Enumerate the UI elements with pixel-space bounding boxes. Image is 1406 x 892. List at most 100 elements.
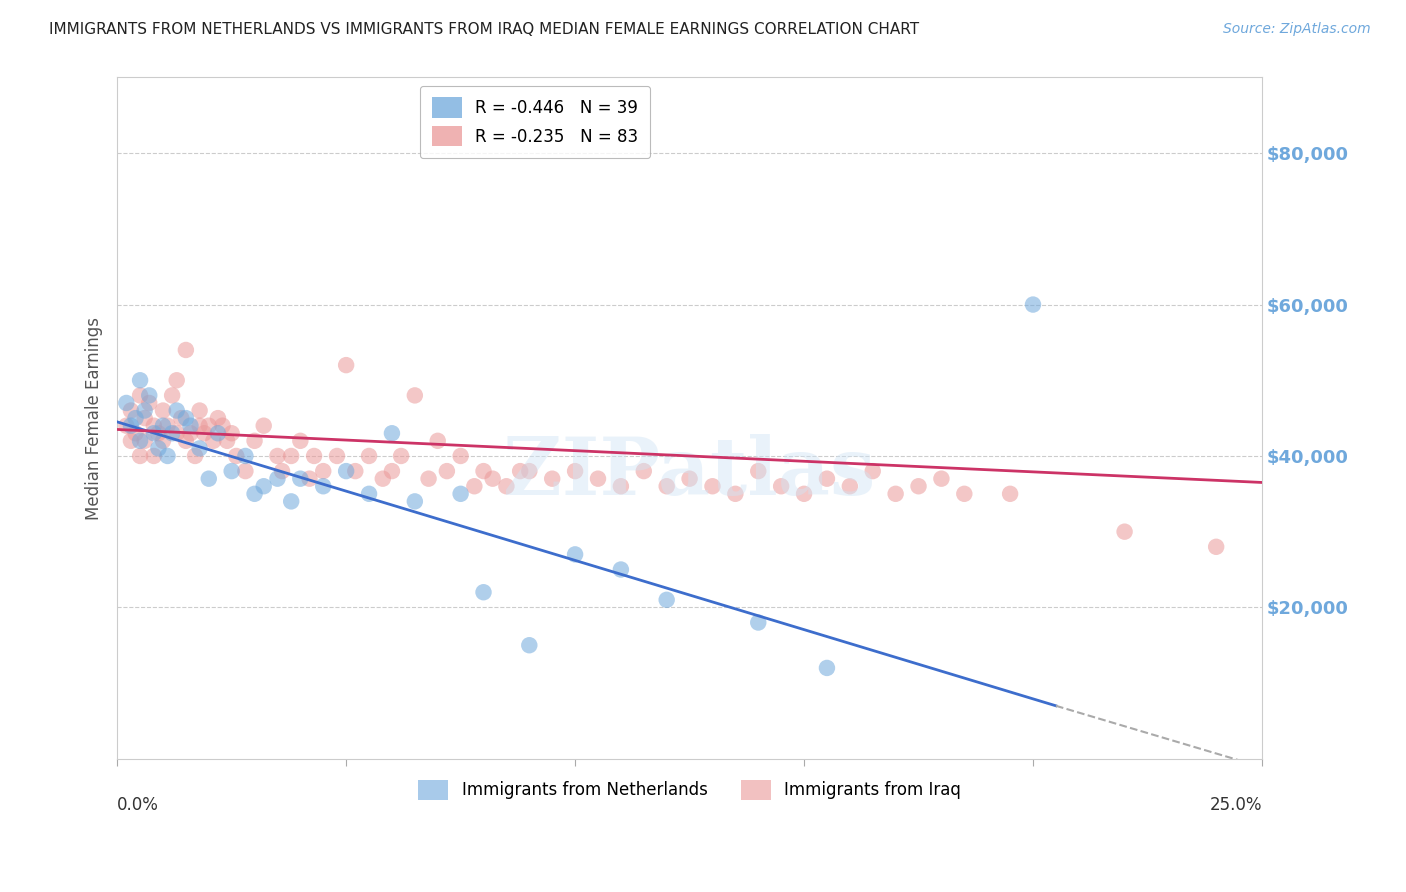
Point	[188, 418, 211, 433]
Point	[610, 562, 633, 576]
Text: 0.0%: 0.0%	[117, 797, 159, 814]
Point	[509, 464, 531, 478]
Point	[450, 487, 472, 501]
Point	[221, 426, 243, 441]
Point	[1205, 540, 1227, 554]
Point	[862, 464, 884, 478]
Point	[389, 449, 412, 463]
Point	[564, 548, 586, 562]
Point	[170, 411, 193, 425]
Point	[1022, 297, 1045, 311]
Point	[166, 403, 188, 417]
Point	[357, 449, 380, 463]
Point	[436, 464, 458, 478]
Point	[225, 449, 247, 463]
Point	[152, 434, 174, 448]
Point	[335, 464, 357, 478]
Point	[129, 388, 152, 402]
Point	[633, 464, 655, 478]
Point	[166, 373, 188, 387]
Point	[931, 472, 953, 486]
Point	[450, 449, 472, 463]
Point	[148, 442, 170, 456]
Point	[381, 464, 404, 478]
Point	[179, 418, 201, 433]
Point	[404, 388, 426, 402]
Point	[517, 638, 540, 652]
Point	[243, 487, 266, 501]
Point	[129, 449, 152, 463]
Point	[335, 358, 357, 372]
Point	[174, 411, 197, 425]
Point	[134, 411, 156, 425]
Point	[655, 479, 678, 493]
Point	[217, 434, 239, 448]
Text: 25.0%: 25.0%	[1209, 797, 1263, 814]
Point	[160, 426, 183, 441]
Point	[156, 418, 179, 433]
Point	[495, 479, 517, 493]
Point	[953, 487, 976, 501]
Point	[129, 373, 152, 387]
Point	[404, 494, 426, 508]
Point	[120, 403, 142, 417]
Point	[120, 434, 142, 448]
Point	[120, 418, 142, 433]
Point	[586, 472, 609, 486]
Point	[517, 464, 540, 478]
Point	[253, 479, 276, 493]
Point	[142, 426, 165, 441]
Point	[838, 479, 860, 493]
Point	[678, 472, 700, 486]
Point	[235, 449, 257, 463]
Point	[344, 464, 367, 478]
Point	[156, 449, 179, 463]
Point	[207, 411, 229, 425]
Point	[221, 464, 243, 478]
Point	[747, 615, 769, 630]
Point	[124, 426, 146, 441]
Point	[702, 479, 724, 493]
Point	[124, 411, 146, 425]
Point	[371, 472, 394, 486]
Point	[193, 426, 215, 441]
Point	[179, 426, 201, 441]
Point	[134, 434, 156, 448]
Point	[188, 442, 211, 456]
Point	[152, 418, 174, 433]
Point	[302, 449, 325, 463]
Point	[357, 487, 380, 501]
Point	[253, 418, 276, 433]
Point	[907, 479, 929, 493]
Point	[280, 449, 302, 463]
Point	[793, 487, 815, 501]
Point	[115, 418, 138, 433]
Point	[142, 418, 165, 433]
Point	[418, 472, 440, 486]
Point	[724, 487, 747, 501]
Point	[655, 592, 678, 607]
Point	[197, 472, 219, 486]
Point	[381, 426, 404, 441]
Point	[541, 472, 564, 486]
Point	[298, 472, 321, 486]
Point	[142, 449, 165, 463]
Point	[884, 487, 907, 501]
Point	[472, 464, 495, 478]
Point	[770, 479, 793, 493]
Point	[481, 472, 503, 486]
Point	[1114, 524, 1136, 539]
Text: Source: ZipAtlas.com: Source: ZipAtlas.com	[1223, 22, 1371, 37]
Point	[271, 464, 294, 478]
Point	[202, 434, 225, 448]
Point	[472, 585, 495, 599]
Point	[207, 426, 229, 441]
Point	[266, 472, 288, 486]
Point	[266, 449, 288, 463]
Point	[174, 434, 197, 448]
Point	[160, 388, 183, 402]
Point	[426, 434, 449, 448]
Point	[166, 426, 188, 441]
Point	[115, 396, 138, 410]
Point	[564, 464, 586, 478]
